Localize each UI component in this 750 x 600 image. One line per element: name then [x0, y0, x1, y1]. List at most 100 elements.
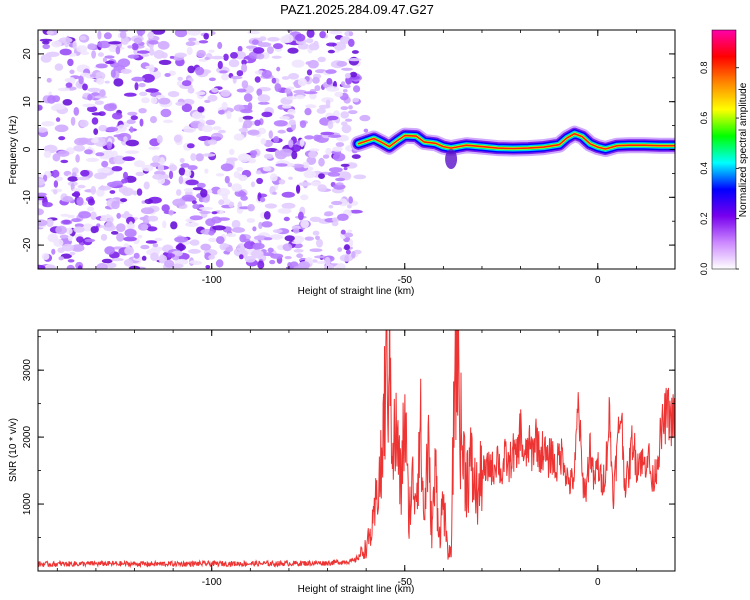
noise-blob	[349, 71, 358, 78]
noise-blob	[245, 45, 258, 50]
noise-blob	[218, 129, 226, 134]
noise-blob	[227, 182, 232, 188]
noise-blob	[96, 263, 108, 269]
noise-blob	[351, 154, 361, 160]
noise-blob	[51, 248, 56, 255]
noise-blob	[111, 231, 119, 235]
noise-blob	[91, 112, 102, 116]
noise-blob	[195, 91, 206, 96]
noise-blob	[288, 139, 294, 148]
noise-blob	[181, 194, 195, 202]
noise-blob	[135, 171, 145, 177]
noise-blob	[291, 59, 305, 68]
noise-blob	[256, 88, 263, 97]
noise-blob	[347, 58, 362, 62]
noise-blob	[226, 157, 238, 162]
noise-blob	[250, 181, 256, 188]
noise-blob	[312, 230, 320, 236]
noise-blob	[120, 198, 128, 203]
noise-blob	[344, 232, 354, 238]
noise-blob	[327, 120, 334, 130]
noise-blob	[303, 170, 317, 179]
noise-blob	[185, 179, 199, 186]
noise-blob	[148, 64, 155, 73]
noise-blob	[188, 37, 197, 42]
noise-blob	[219, 70, 228, 74]
noise-blob	[303, 91, 318, 95]
noise-blob	[268, 130, 273, 139]
noise-blob	[107, 181, 119, 187]
spectrogram-y-tick-label: 20	[22, 48, 33, 60]
noise-blob	[238, 191, 247, 197]
noise-blob	[124, 228, 137, 238]
noise-blob	[297, 78, 307, 87]
noise-blob	[315, 235, 320, 240]
noise-blob	[98, 124, 108, 132]
noise-blob	[189, 215, 203, 221]
noise-blob	[137, 50, 150, 54]
noise-blob	[162, 220, 167, 229]
noise-blob	[99, 89, 106, 97]
spectrogram-y-tick-label: -10	[22, 190, 33, 205]
noise-blob	[138, 82, 146, 88]
noise-blob	[359, 114, 371, 122]
noise-blob	[272, 229, 283, 234]
noise-blob	[341, 124, 352, 134]
noise-blob	[100, 233, 108, 241]
noise-blob	[103, 103, 117, 112]
noise-blob	[38, 127, 48, 133]
noise-blob	[98, 185, 112, 191]
noise-blob	[304, 107, 312, 116]
noise-blob	[236, 70, 244, 77]
noise-blob	[349, 209, 363, 214]
noise-blob	[205, 119, 216, 126]
noise-blob	[266, 46, 274, 54]
noise-blob	[212, 225, 227, 231]
noise-blob	[58, 37, 73, 44]
noise-blob	[284, 88, 292, 94]
noise-blob	[287, 108, 296, 115]
noise-blob	[208, 254, 216, 260]
noise-blob	[123, 259, 134, 267]
noise-blob	[125, 139, 139, 147]
noise-blob	[95, 152, 105, 157]
noise-blob	[102, 57, 107, 63]
noise-blob	[97, 30, 102, 40]
noise-blob	[187, 65, 195, 74]
noise-blob	[94, 225, 99, 233]
noise-blob	[181, 103, 193, 113]
noise-blob	[38, 104, 43, 111]
noise-blob	[316, 261, 327, 264]
noise-blob	[188, 248, 201, 254]
noise-blob	[253, 47, 265, 54]
noise-blob	[279, 148, 293, 157]
noise-blob	[291, 225, 301, 230]
noise-blob	[226, 233, 237, 238]
noise-blob	[230, 75, 243, 80]
noise-blob	[187, 87, 195, 94]
noise-blob	[322, 154, 330, 159]
spectrogram-y-tick-label: 10	[22, 96, 33, 108]
noise-blob	[204, 168, 209, 174]
noise-blob	[38, 219, 48, 227]
noise-blob	[313, 134, 321, 142]
noise-blob	[101, 258, 113, 264]
noise-blob	[196, 49, 206, 58]
noise-blob	[95, 71, 106, 81]
noise-blob	[43, 150, 52, 158]
noise-blob	[238, 128, 249, 133]
noise-blob	[78, 211, 92, 219]
noise-blob	[186, 46, 193, 56]
noise-blob	[111, 200, 120, 210]
noise-blob	[195, 153, 204, 162]
noise-blob	[217, 41, 223, 50]
noise-blob	[129, 126, 134, 133]
colorbar-bar	[711, 29, 737, 270]
noise-blob	[273, 136, 280, 143]
noise-blob	[137, 223, 149, 231]
noise-blob	[254, 76, 261, 83]
noise-blob	[341, 67, 353, 71]
noise-blob	[306, 156, 317, 165]
noise-blob	[334, 91, 344, 98]
noise-blob	[221, 101, 228, 110]
